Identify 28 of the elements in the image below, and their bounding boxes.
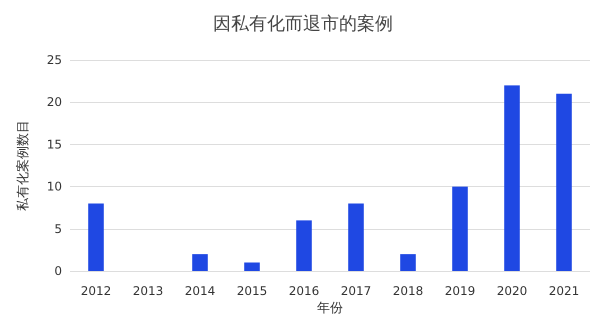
x-tick-label: 2014 — [184, 284, 216, 298]
bar — [504, 85, 520, 271]
bar — [88, 203, 104, 271]
x-axis-title: 年份 — [317, 300, 343, 316]
y-tick-label: 20 — [46, 95, 62, 110]
chart-title: 因私有化而退市的案例 — [213, 14, 393, 34]
bar — [452, 186, 468, 271]
bar — [296, 220, 312, 271]
bar — [244, 262, 260, 271]
bar — [348, 203, 364, 271]
x-tick-label: 2018 — [392, 284, 424, 298]
x-tick-label: 2017 — [340, 284, 372, 298]
x-tick-label: 2013 — [132, 284, 164, 298]
y-tick-label: 25 — [46, 53, 62, 67]
bar — [556, 94, 572, 271]
x-tick-label: 2016 — [288, 284, 320, 298]
bar — [400, 254, 416, 271]
x-tick-label: 2021 — [548, 284, 580, 298]
x-tick-label: 2020 — [496, 284, 528, 298]
y-tick-label: 10 — [46, 180, 62, 194]
x-tick-label: 2012 — [80, 284, 112, 298]
y-tick-label: 0 — [54, 264, 62, 278]
y-axis-title: 私有化案例数目 — [15, 120, 31, 211]
y-tick-label: 15 — [46, 137, 62, 152]
bar — [192, 254, 208, 271]
x-tick-label: 2019 — [444, 284, 476, 298]
y-tick-label: 5 — [54, 222, 62, 236]
x-tick-label: 2015 — [236, 284, 268, 298]
